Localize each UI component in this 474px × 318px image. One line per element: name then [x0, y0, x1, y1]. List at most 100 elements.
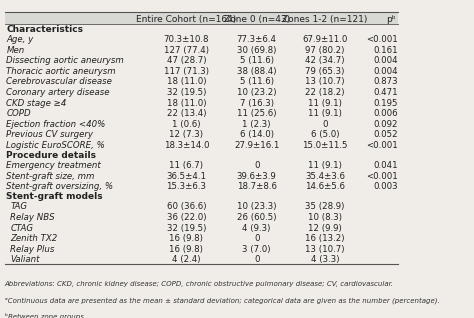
Text: Age, y: Age, y	[6, 35, 34, 44]
Text: 22 (18.2): 22 (18.2)	[305, 88, 345, 97]
Text: <0.001: <0.001	[366, 35, 398, 44]
Text: 32 (19.5): 32 (19.5)	[167, 88, 206, 97]
Text: 11 (9.1): 11 (9.1)	[308, 99, 342, 107]
Text: 0.003: 0.003	[374, 182, 398, 191]
Text: 0.471: 0.471	[374, 88, 398, 97]
Text: 12 (9.9): 12 (9.9)	[308, 224, 342, 233]
Text: 18.3±14.0: 18.3±14.0	[164, 141, 209, 150]
Text: Stent-graft oversizing, %: Stent-graft oversizing, %	[6, 182, 113, 191]
Text: 36.5±4.1: 36.5±4.1	[166, 172, 206, 181]
Text: 38 (88.4): 38 (88.4)	[237, 67, 276, 76]
Text: ᵃContinuous data are presented as the mean ± standard deviation; categorical dat: ᵃContinuous data are presented as the me…	[5, 297, 439, 304]
Text: 67.9±11.0: 67.9±11.0	[302, 35, 347, 44]
Text: 10 (8.3): 10 (8.3)	[308, 213, 342, 222]
Text: Ejection fraction <40%: Ejection fraction <40%	[6, 120, 106, 129]
Text: 60 (36.6): 60 (36.6)	[167, 203, 206, 211]
Text: 0.873: 0.873	[374, 77, 398, 86]
Text: 117 (71.3): 117 (71.3)	[164, 67, 209, 76]
Text: Emergency treatment: Emergency treatment	[6, 161, 101, 170]
Text: Entire Cohort (n=164): Entire Cohort (n=164)	[137, 15, 237, 24]
Text: 3 (7.0): 3 (7.0)	[242, 245, 271, 254]
Text: Procedure details: Procedure details	[6, 151, 96, 160]
Text: 16 (13.2): 16 (13.2)	[305, 234, 345, 243]
Text: 127 (77.4): 127 (77.4)	[164, 45, 209, 55]
Text: 11 (9.1): 11 (9.1)	[308, 109, 342, 118]
Text: 5 (11.6): 5 (11.6)	[240, 56, 273, 65]
Text: 18 (11.0): 18 (11.0)	[167, 99, 206, 107]
Text: Logistic EuroSCORE, %: Logistic EuroSCORE, %	[6, 141, 105, 150]
Text: <0.001: <0.001	[366, 172, 398, 181]
Text: 32 (19.5): 32 (19.5)	[167, 224, 206, 233]
Text: 0: 0	[254, 255, 259, 265]
Text: Valiant: Valiant	[10, 255, 40, 265]
Text: 79 (65.3): 79 (65.3)	[305, 67, 345, 76]
Text: 10 (23.3): 10 (23.3)	[237, 203, 276, 211]
Text: Coronary artery disease: Coronary artery disease	[6, 88, 110, 97]
Text: COPD: COPD	[6, 109, 31, 118]
Text: 70.3±10.8: 70.3±10.8	[164, 35, 209, 44]
Text: 36 (22.0): 36 (22.0)	[167, 213, 206, 222]
Text: 18.7±8.6: 18.7±8.6	[237, 182, 277, 191]
Text: 14.6±5.6: 14.6±5.6	[305, 182, 345, 191]
Text: 39.6±3.9: 39.6±3.9	[237, 172, 276, 181]
Text: 4 (3.3): 4 (3.3)	[310, 255, 339, 265]
Text: pᵇ: pᵇ	[387, 15, 396, 24]
Text: Zenith TX2: Zenith TX2	[10, 234, 57, 243]
Text: 16 (9.8): 16 (9.8)	[170, 245, 203, 254]
Text: 47 (28.7): 47 (28.7)	[167, 56, 206, 65]
Text: ᵇBetween zone groups.: ᵇBetween zone groups.	[5, 313, 86, 318]
Text: 1 (0.6): 1 (0.6)	[172, 120, 201, 129]
Text: Men: Men	[6, 45, 25, 55]
Text: 16 (9.8): 16 (9.8)	[170, 234, 203, 243]
Text: Abbreviations: CKD, chronic kidney disease; COPD, chronic obstructive pulmonary : Abbreviations: CKD, chronic kidney disea…	[5, 281, 394, 287]
Text: 6 (5.0): 6 (5.0)	[310, 130, 339, 139]
Text: Previous CV surgery: Previous CV surgery	[6, 130, 93, 139]
Text: CKD stage ≥4: CKD stage ≥4	[6, 99, 67, 107]
Text: 5 (11.6): 5 (11.6)	[240, 77, 273, 86]
Text: 4 (2.4): 4 (2.4)	[172, 255, 201, 265]
Text: 97 (80.2): 97 (80.2)	[305, 45, 345, 55]
Text: Dissecting aortic aneurysm: Dissecting aortic aneurysm	[6, 56, 124, 65]
Text: TAG: TAG	[10, 203, 27, 211]
Text: 1 (2.3): 1 (2.3)	[242, 120, 271, 129]
Text: CTAG: CTAG	[10, 224, 33, 233]
Text: 30 (69.8): 30 (69.8)	[237, 45, 276, 55]
Text: 11 (6.7): 11 (6.7)	[169, 161, 203, 170]
Text: 11 (25.6): 11 (25.6)	[237, 109, 276, 118]
Text: 10 (23.2): 10 (23.2)	[237, 88, 276, 97]
Text: 77.3±6.4: 77.3±6.4	[237, 35, 277, 44]
Text: 0.041: 0.041	[374, 161, 398, 170]
Text: 0.052: 0.052	[374, 130, 398, 139]
Text: 0.006: 0.006	[374, 109, 398, 118]
Text: 0: 0	[254, 234, 259, 243]
Text: 0.004: 0.004	[374, 56, 398, 65]
Text: Stent-graft models: Stent-graft models	[6, 192, 103, 201]
Text: Zone 0 (n=43): Zone 0 (n=43)	[224, 15, 290, 24]
Text: 0.195: 0.195	[374, 99, 398, 107]
Text: 0: 0	[254, 161, 259, 170]
Text: 6 (14.0): 6 (14.0)	[240, 130, 273, 139]
Text: 0.004: 0.004	[374, 67, 398, 76]
Text: 42 (34.7): 42 (34.7)	[305, 56, 345, 65]
Text: <0.001: <0.001	[366, 141, 398, 150]
Text: 12 (7.3): 12 (7.3)	[169, 130, 203, 139]
Text: 13 (10.7): 13 (10.7)	[305, 245, 345, 254]
Bar	[5, 12, 398, 24]
Text: 18 (11.0): 18 (11.0)	[167, 77, 206, 86]
Text: 0.092: 0.092	[374, 120, 398, 129]
Text: 35 (28.9): 35 (28.9)	[305, 203, 345, 211]
Text: Relay Plus: Relay Plus	[10, 245, 55, 254]
Text: Zones 1-2 (n=121): Zones 1-2 (n=121)	[282, 15, 368, 24]
Text: 0: 0	[322, 120, 328, 129]
Text: 27.9±16.1: 27.9±16.1	[234, 141, 279, 150]
Text: 35.4±3.6: 35.4±3.6	[305, 172, 345, 181]
Text: 11 (9.1): 11 (9.1)	[308, 161, 342, 170]
Text: 26 (60.5): 26 (60.5)	[237, 213, 276, 222]
Text: Stent-graft size, mm: Stent-graft size, mm	[6, 172, 95, 181]
Text: 22 (13.4): 22 (13.4)	[167, 109, 206, 118]
Text: 15.0±11.5: 15.0±11.5	[302, 141, 348, 150]
Text: Thoracic aortic aneurysm: Thoracic aortic aneurysm	[6, 67, 116, 76]
Text: 7 (16.3): 7 (16.3)	[240, 99, 273, 107]
Text: Characteristics: Characteristics	[6, 25, 83, 34]
Text: 15.3±6.3: 15.3±6.3	[166, 182, 206, 191]
